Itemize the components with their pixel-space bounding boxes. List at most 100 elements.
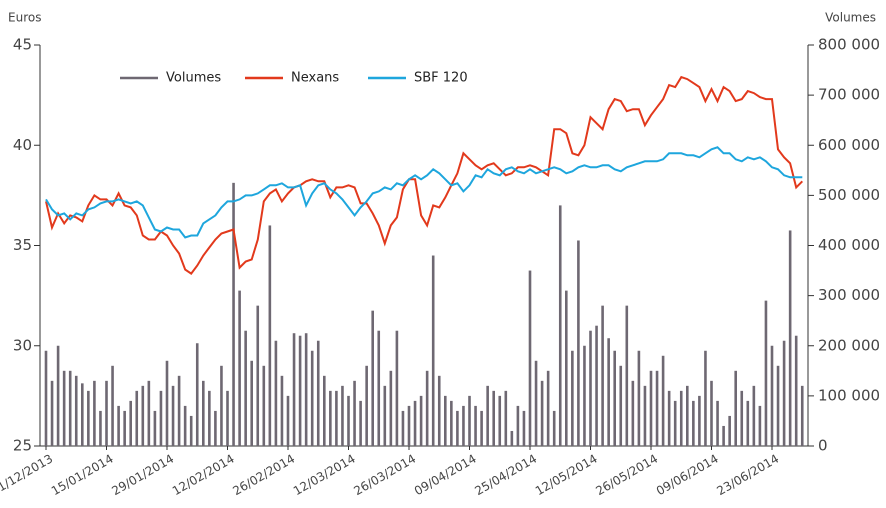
volume-bar	[183, 405, 187, 446]
volume-bar	[565, 290, 568, 446]
volume-bar	[716, 400, 719, 446]
volume-bar	[498, 395, 502, 446]
volume-bar	[117, 405, 120, 446]
volume-bar	[280, 375, 284, 446]
x-tick-label: 26/02/2014	[230, 452, 297, 499]
volume-bar	[462, 405, 465, 446]
volume-bar	[244, 330, 247, 446]
volume-bar	[776, 365, 780, 446]
volume-bar	[238, 290, 241, 446]
volume-bar	[50, 380, 54, 446]
volume-bar	[752, 385, 756, 446]
volume-bar	[504, 390, 508, 446]
volume-bar	[746, 400, 750, 446]
x-tick-label: 09/06/2014	[654, 452, 721, 499]
x-tick-label: 12/05/2014	[533, 452, 600, 499]
volume-bar	[383, 385, 387, 446]
volume-bar	[62, 370, 66, 446]
volume-bar	[147, 380, 151, 446]
x-tick-label: 31/12/2013	[0, 452, 55, 499]
volume-bar	[758, 405, 762, 446]
volume-bar	[195, 343, 199, 446]
volume-bar	[105, 380, 108, 446]
volume-bar	[764, 300, 768, 446]
y2-axis-label: Volumes	[825, 11, 876, 25]
volume-bar	[189, 415, 193, 446]
volume-bar	[359, 400, 362, 446]
volume-bar	[310, 350, 314, 446]
y2-tick-label: 400 000	[818, 236, 880, 254]
volume-bar	[74, 375, 78, 446]
volume-bar	[468, 395, 471, 446]
volume-bar	[286, 395, 290, 446]
volume-bar	[165, 360, 169, 446]
x-tick-label: 25/04/2014	[472, 452, 539, 499]
volume-bar	[214, 410, 217, 446]
volume-bar	[710, 380, 713, 446]
volume-bar	[81, 383, 84, 446]
volume-bar	[480, 410, 483, 446]
volume-bar	[220, 365, 223, 446]
volume-bar	[492, 390, 495, 446]
y-tick-label: 35	[13, 236, 32, 254]
volume-bar	[262, 365, 266, 446]
y-tick-label: 45	[13, 36, 32, 54]
volume-bar	[558, 205, 562, 446]
volume-bar	[577, 240, 580, 446]
volume-bar	[141, 385, 145, 446]
volume-bar	[395, 330, 399, 446]
volume-bar	[595, 325, 598, 446]
volume-bar	[171, 385, 175, 446]
x-tick-label: 23/06/2014	[714, 452, 781, 499]
volume-bar	[44, 350, 48, 446]
volume-bar	[347, 395, 350, 446]
volume-bar	[413, 400, 417, 446]
volume-bar	[661, 355, 665, 446]
volume-bar	[528, 270, 532, 446]
volume-bar	[800, 385, 804, 446]
y2-tick-label: 200 000	[818, 336, 880, 354]
volume-bar	[692, 400, 695, 446]
volume-bar	[613, 350, 616, 446]
volume-bar	[401, 410, 405, 446]
volume-bar	[256, 305, 260, 446]
volume-bar	[56, 345, 60, 446]
volume-bar	[419, 395, 423, 446]
volume-bar	[111, 365, 114, 446]
volume-bar	[68, 370, 72, 446]
x-tick-label: 12/03/2014	[291, 452, 358, 499]
volume-bar	[274, 340, 278, 446]
volume-bar	[456, 410, 459, 446]
y2-tick-label: 800 000	[818, 36, 880, 54]
volume-bar	[99, 410, 102, 446]
volume-bar	[298, 335, 302, 446]
volume-bar	[734, 370, 737, 446]
volume-bar	[268, 225, 272, 446]
volume-bar	[673, 400, 677, 446]
volume-bar	[686, 385, 689, 446]
volume-bar	[226, 390, 229, 446]
volume-bar	[159, 390, 163, 446]
volume-bar	[202, 380, 205, 446]
volume-bar	[425, 370, 429, 446]
x-tick-label: 26/05/2014	[593, 452, 660, 499]
volume-bar	[728, 415, 731, 446]
volume-bar	[329, 390, 332, 446]
volume-bar	[679, 390, 683, 446]
volume-bar	[571, 350, 574, 446]
y-tick-label: 25	[13, 437, 32, 455]
x-tick-label: 15/01/2014	[49, 452, 116, 499]
legend-label: Nexans	[291, 71, 339, 86]
volume-bar	[788, 230, 792, 446]
volume-bar	[631, 380, 635, 446]
volume-bar	[698, 395, 701, 446]
volume-bar	[371, 310, 374, 446]
volume-bar	[389, 370, 393, 446]
volume-bar	[292, 333, 296, 446]
volume-bar	[637, 350, 641, 446]
volume-bar	[250, 360, 253, 446]
volume-bar	[643, 385, 647, 446]
series-line	[45, 146, 803, 239]
y-tick-label: 40	[13, 136, 32, 154]
volume-bar	[232, 182, 235, 446]
